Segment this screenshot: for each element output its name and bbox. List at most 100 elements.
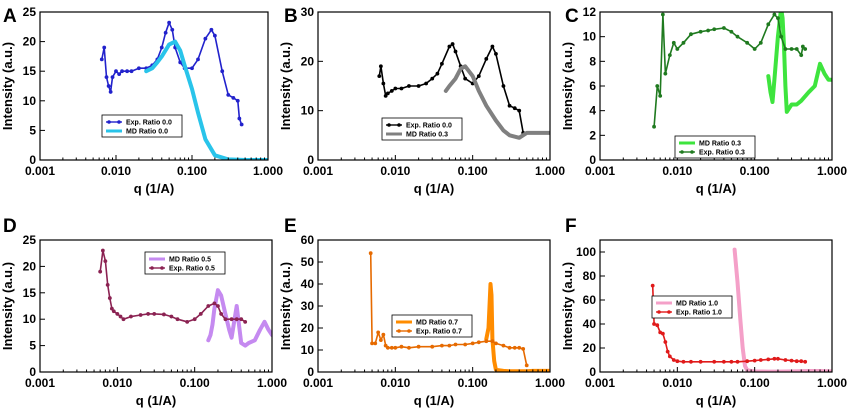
data-point [470,341,475,346]
series-line-exp [101,21,243,126]
data-point [114,69,118,74]
series-line-md [484,282,550,372]
data-point [105,282,110,287]
legend-label: Exp. Ratio 0.0 [406,123,452,130]
data-point [439,61,444,66]
plot-frame [317,239,551,373]
data-point [501,343,506,348]
data-point [453,49,458,54]
data-point [239,317,244,322]
data-point [450,42,455,46]
y-axis-title: Intensity (a.u.) [278,42,293,130]
series-line-md [443,64,550,140]
data-point [161,312,166,317]
x-tick-label: 0.100 [177,164,207,178]
chart-panel-e: E 0.001 0.010 0.100 1.000 0 10 20 30 40 50 60 q (1/A… [278,216,565,408]
panel-letter: F [565,216,577,237]
data-point [507,103,512,108]
data-point [517,108,522,113]
y-tick-label: 20 [583,341,597,355]
data-point [399,344,404,349]
y-tick-label: 4 [589,104,596,118]
x-tick-label: 0.100 [458,376,488,390]
legend: MD Ratio 0.5 Exp. Ratio 0.5 [144,251,226,275]
legend-marker [657,310,661,314]
data-point [512,345,517,350]
data-point [698,29,703,34]
y-tick-label: 0 [307,365,314,379]
y-axis-title: Intensity (a.u.) [0,262,15,350]
y-tick-label: 25 [23,5,37,19]
legend-marker [680,150,684,154]
data-point [712,359,717,364]
data-point [117,72,122,77]
data-point [206,304,211,308]
data-point [178,60,183,65]
y-tick-label: 60 [583,293,597,307]
data-point [521,347,526,351]
data-point [198,312,203,316]
data-point [393,86,398,91]
data-point [159,45,164,50]
y-tick-label: 30 [301,5,315,19]
data-point [681,359,686,364]
data-point [378,64,383,69]
y-tick-label: 10 [23,94,37,108]
data-point [109,306,114,311]
panel-letter: B [284,6,298,27]
panel-letter: D [3,216,17,237]
data-point [476,74,481,79]
data-point [393,345,398,350]
data-point [370,341,374,346]
data-point [239,122,244,127]
y-axis-title: Intensity (a.u.) [560,262,575,350]
data-point [129,314,133,319]
legend-label: MD Ratio 0.3 [406,132,448,139]
data-point [163,30,168,35]
data-point [389,89,394,93]
data-point [650,283,655,288]
legend: MD Ratio 0.7 Exp. Ratio 0.7 [391,314,473,338]
legend-label: MD Ratio 0.7 [416,320,458,327]
data-point [110,75,115,80]
data-point [196,57,200,62]
data-point [203,36,208,41]
x-axis-title: q (1/A) [414,393,454,408]
data-point [689,32,693,37]
data-point [385,91,390,96]
y-tick-label: 0 [29,153,36,167]
data-point [152,312,157,316]
y-tick-label: 80 [583,269,597,283]
data-point [111,309,116,314]
data-point [652,322,656,326]
data-point [120,69,124,74]
data-point [103,259,108,264]
data-point [212,33,217,38]
data-point [175,317,180,322]
panel-letter: A [3,6,17,27]
legend: MD Ratio 1.0 Exp. Ratio 1.0 [651,295,733,319]
data-point [803,359,808,364]
data-point [776,16,780,21]
legend-marker [150,266,154,270]
legend-label: Exp. Ratio 0.3 [699,150,745,157]
data-point [138,313,143,317]
y-axis-title: Intensity (a.u.) [0,42,15,130]
data-point [439,343,444,348]
x-tick-label: 0.001 [585,164,615,178]
y-tick-label: 20 [301,54,315,68]
x-tick-label: 0.100 [180,376,210,390]
data-point [416,344,421,349]
x-tick-label: 0.001 [303,164,333,178]
legend-label: Exp. Ratio 0.0 [126,120,172,127]
y-tick-label: 20 [23,259,37,273]
data-point [803,47,808,51]
data-point [789,358,794,363]
x-tick-label: 0.010 [102,376,132,390]
data-point [758,358,763,362]
data-point [378,338,383,342]
data-point [377,74,382,79]
data-point [655,84,660,88]
data-point [100,248,105,253]
legend-label: Exp. Ratio 0.7 [416,329,462,336]
